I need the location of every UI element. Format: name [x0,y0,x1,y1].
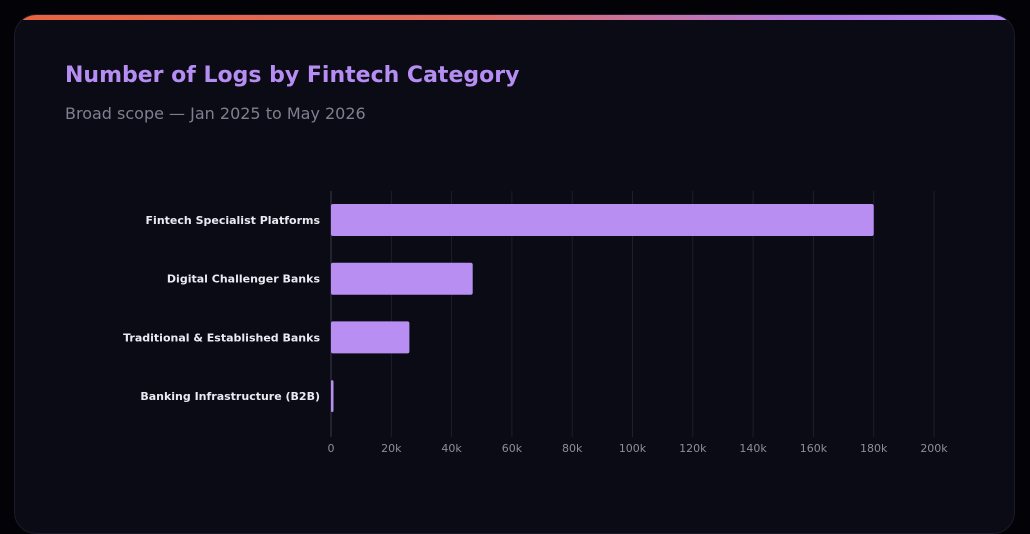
x-tick-label: 180k [860,442,888,455]
x-tick-label: 160k [800,442,828,455]
x-axis-tick-labels: 0 20k 40k 60k 80k 100k 120k 140k 160k 180k 200k [328,442,949,455]
bar[interactable] [331,262,473,295]
x-tick-label: 200k [920,442,948,455]
x-tick-label: 120k [679,442,707,455]
category-label: Traditional & Established Banks [123,331,320,344]
bar-chart: Fintech Specialist Platforms Digital Chal… [123,191,949,455]
chart-title: Number of Logs by Fintech Category [65,63,520,88]
chart-card: Number of Logs by Fintech Category Broad… [14,14,1015,534]
chart-subtitle: Broad scope — Jan 2025 to May 2026 [65,104,366,123]
category-label: Fintech Specialist Platforms [146,214,321,227]
x-tick-label: 100k [619,442,647,455]
category-label: Digital Challenger Banks [167,273,321,286]
x-tick-label: 140k [739,442,767,455]
bar[interactable] [331,321,410,354]
bar[interactable] [331,380,334,413]
x-tick-label: 40k [441,442,462,455]
category-label: Banking Infrastructure (B2B) [140,390,320,403]
x-tick-label: 0 [328,442,335,455]
x-tick-label: 20k [381,442,402,455]
x-tick-label: 80k [562,442,583,455]
category-labels: Fintech Specialist Platforms Digital Chal… [123,214,320,403]
accent-bar [15,15,1014,20]
x-tick-label: 60k [502,442,523,455]
bars [331,204,874,413]
bar[interactable] [331,204,874,236]
